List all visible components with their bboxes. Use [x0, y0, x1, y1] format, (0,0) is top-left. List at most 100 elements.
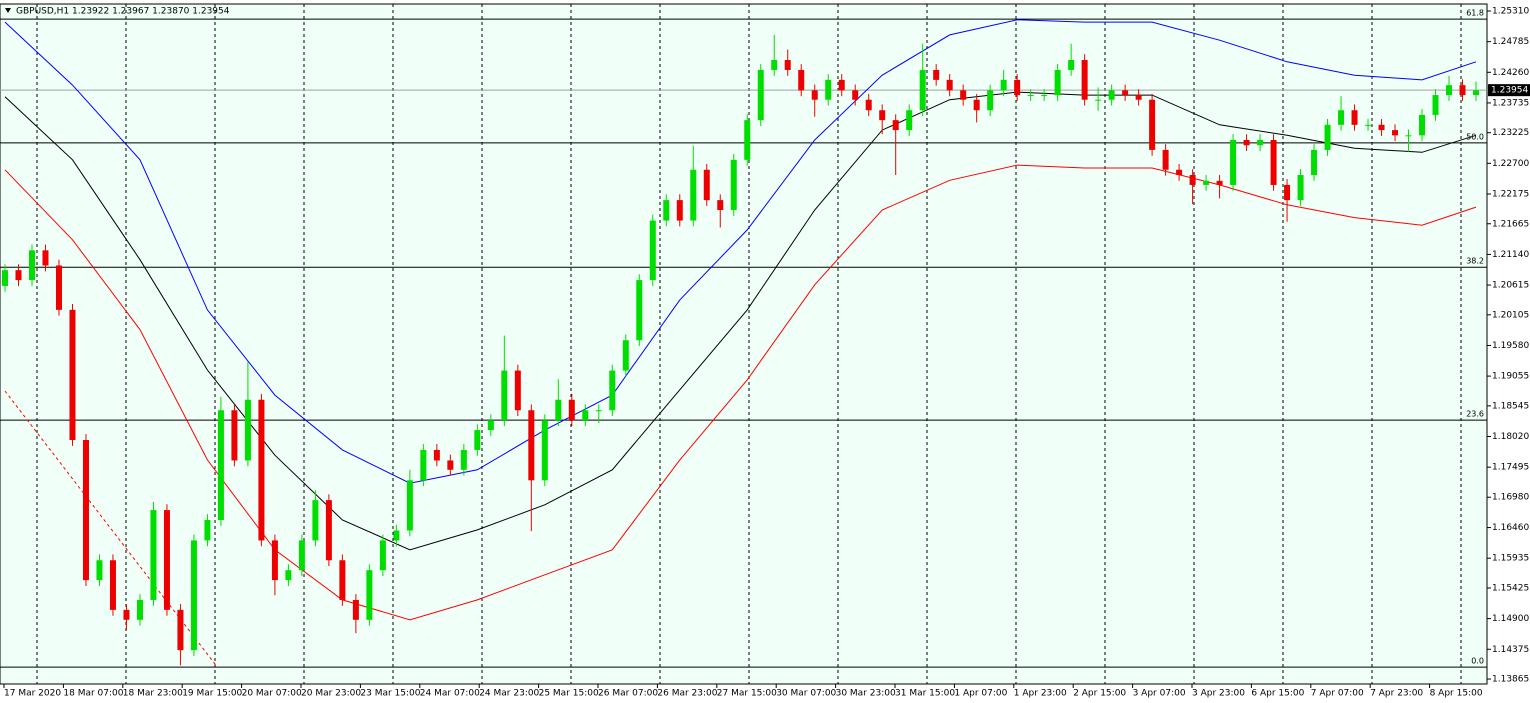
candle-body	[325, 500, 332, 561]
candle-body	[1041, 95, 1048, 97]
y-tick-label: 1.15935	[1492, 554, 1529, 564]
candle-body	[339, 560, 346, 600]
x-tick-label: 1 Apr 07:00	[954, 689, 1007, 699]
candle-body	[865, 99, 872, 111]
candle-body	[123, 609, 130, 620]
candle-body	[541, 420, 548, 481]
menu-triangle	[5, 8, 11, 13]
candle-body	[1189, 175, 1196, 185]
moving-average	[4, 19, 1477, 484]
x-tick-label: 31 Mar 15:00	[895, 689, 955, 699]
candle-body	[1324, 124, 1331, 150]
x-tick-label: 24 Mar 07:00	[420, 689, 480, 699]
x-tick-label: 3 Apr 23:00	[1192, 689, 1245, 699]
candle-body	[973, 99, 980, 111]
x-tick-label: 30 Mar 07:00	[776, 689, 836, 699]
x-tick-label: 7 Apr 07:00	[1311, 689, 1364, 699]
price-tag	[1488, 84, 1530, 97]
candle-body	[366, 570, 373, 620]
y-tick-label: 1.20105	[1492, 310, 1529, 320]
candle-body	[298, 540, 305, 571]
candle-body	[582, 410, 589, 421]
candle-body	[177, 609, 184, 651]
x-tick-label: 3 Apr 07:00	[1133, 689, 1186, 699]
y-tick-label: 1.16460	[1492, 523, 1529, 533]
candle-body	[568, 399, 575, 421]
candle-body	[2, 270, 8, 286]
candle-body	[1108, 90, 1115, 100]
y-tick-label: 1.18020	[1492, 432, 1529, 442]
x-tick-label: 26 Mar 23:00	[657, 689, 717, 699]
candle-body	[1257, 140, 1264, 146]
x-tick-label: 1 Apr 23:00	[1014, 689, 1067, 699]
y-tick-label: 1.22175	[1492, 189, 1529, 199]
candle-body	[1203, 180, 1210, 185]
candle-body	[1297, 175, 1304, 201]
x-tick-label: 19 Mar 15:00	[182, 689, 242, 699]
candle-body	[1000, 79, 1007, 91]
plot-area	[0, 3, 1488, 685]
x-tick-label: 6 Apr 15:00	[1251, 689, 1304, 699]
candle-body	[690, 169, 697, 221]
y-tick-label: 1.15425	[1492, 583, 1529, 593]
candle-body	[271, 540, 278, 581]
candle-body	[987, 90, 994, 111]
y-tick-label: 1.20615	[1492, 281, 1529, 291]
candle-body	[838, 79, 845, 91]
candle-body	[1270, 140, 1277, 185]
candle-body	[433, 449, 440, 461]
candle-body	[190, 540, 197, 651]
candle-body	[1216, 180, 1223, 185]
moving-average	[4, 91, 1477, 551]
y-tick-label: 1.21665	[1492, 219, 1529, 229]
candle-body	[1405, 135, 1412, 137]
candle-body	[1081, 60, 1088, 100]
candle-body	[825, 79, 832, 100]
candle-body	[1338, 110, 1345, 125]
candle-body	[960, 90, 967, 100]
fibo-label: 23.6	[1466, 410, 1484, 419]
candle-body	[217, 410, 224, 520]
candle-body	[1459, 85, 1466, 96]
x-tick-label: 20 Mar 23:00	[301, 689, 361, 699]
chart-layer: 61.8 50.0 38.2 23.6 0.0	[0, 4, 1487, 684]
candle-body	[28, 250, 35, 281]
candle-body	[1378, 124, 1385, 131]
y-tick-label: 1.17495	[1492, 463, 1529, 473]
x-tick-label: 20 Mar 07:00	[242, 689, 302, 699]
y-tick-label: 1.19055	[1492, 372, 1529, 382]
candle-body	[1446, 85, 1453, 96]
candle-body	[1351, 110, 1358, 125]
candle-body	[1162, 149, 1169, 170]
candle-body	[312, 500, 319, 541]
candle-body	[42, 250, 49, 266]
candle-body	[1176, 169, 1183, 176]
candle-body	[798, 69, 805, 91]
candle-body	[393, 530, 400, 541]
x-tick-label: 18 Mar 23:00	[123, 689, 183, 699]
candle-body	[703, 169, 710, 201]
candle-body	[1135, 95, 1142, 100]
x-tick-label: 24 Mar 23:00	[479, 689, 539, 699]
candle-body	[892, 120, 899, 131]
y-tick-label: 1.14900	[1492, 614, 1529, 624]
candle-body	[622, 340, 629, 371]
candle-body	[150, 510, 157, 600]
candle-body	[15, 270, 22, 281]
candle-body	[163, 510, 170, 610]
y-tick-label: 1.19580	[1492, 341, 1529, 351]
candle-body	[852, 90, 859, 100]
candle-body	[204, 519, 211, 541]
candle-body	[1365, 124, 1372, 126]
y-tick-label: 1.22700	[1492, 159, 1529, 169]
candle-body	[1392, 130, 1399, 136]
x-tick-label: 18 Mar 07:00	[63, 689, 123, 699]
candle-body	[595, 410, 602, 412]
candle-body	[1095, 99, 1102, 101]
candle-body	[1243, 140, 1250, 146]
candle-body	[487, 420, 494, 431]
x-tick-label: 27 Mar 15:00	[717, 689, 777, 699]
x-tick-label: 7 Apr 23:00	[1370, 689, 1423, 699]
candle-body	[663, 200, 670, 221]
x-tick-label: 26 Mar 07:00	[598, 689, 658, 699]
